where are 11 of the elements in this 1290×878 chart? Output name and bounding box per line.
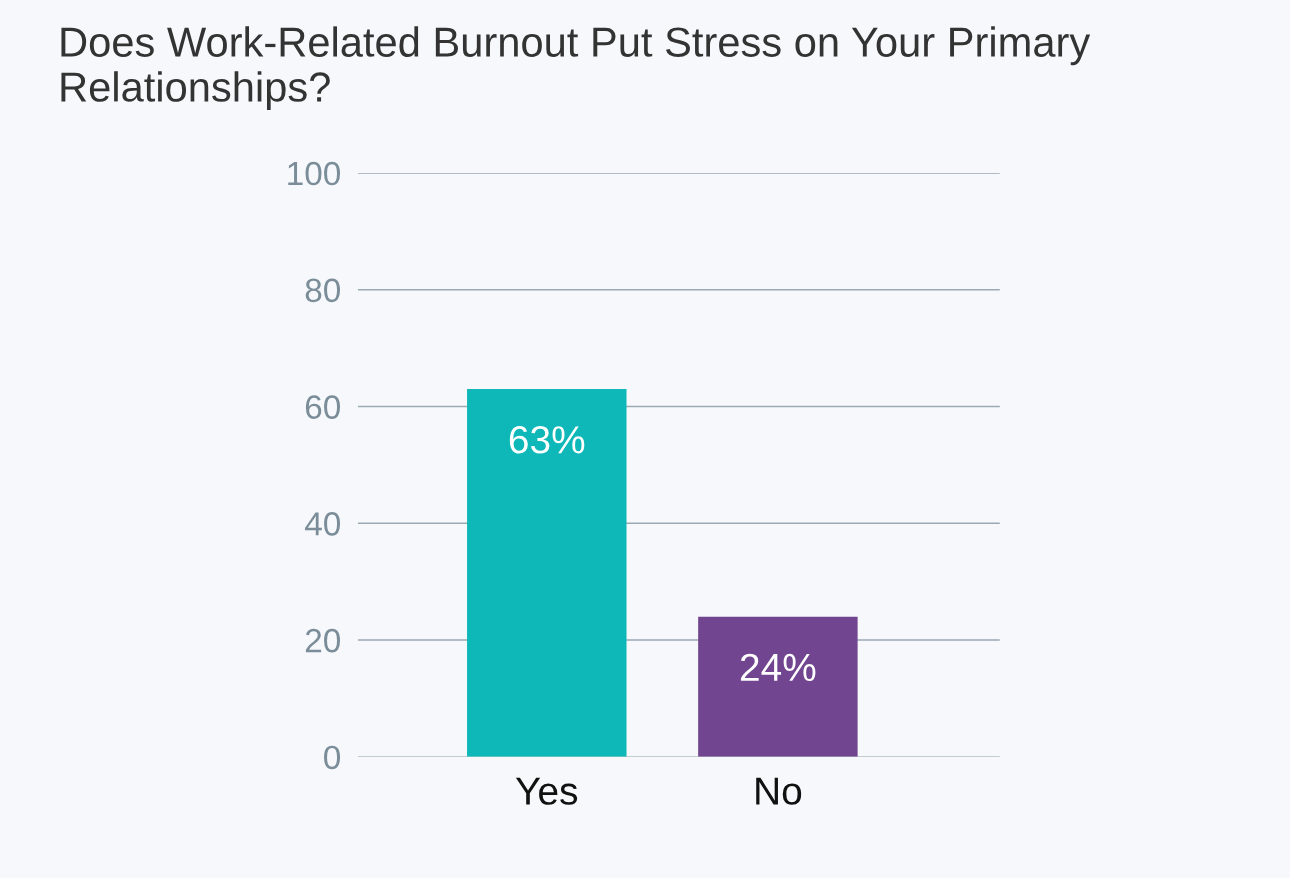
data-label: 24% [740, 653, 816, 682]
y-tick-label: 60 [305, 395, 341, 419]
chart-title: Does Work-Related Burnout Put Stress on Your Primary Relationships? [61, 26, 1091, 111]
x-tick-label: Yes [515, 777, 578, 805]
y-tick-label: 100 [288, 161, 341, 186]
x-tick-label: No [756, 777, 802, 805]
data-label: 63% [509, 426, 585, 454]
y-tick-label: 20 [305, 628, 341, 653]
y-tick-label: 80 [305, 278, 341, 303]
y-tick-label: 0 [324, 745, 341, 770]
y-tick-label: 40 [305, 512, 341, 536]
